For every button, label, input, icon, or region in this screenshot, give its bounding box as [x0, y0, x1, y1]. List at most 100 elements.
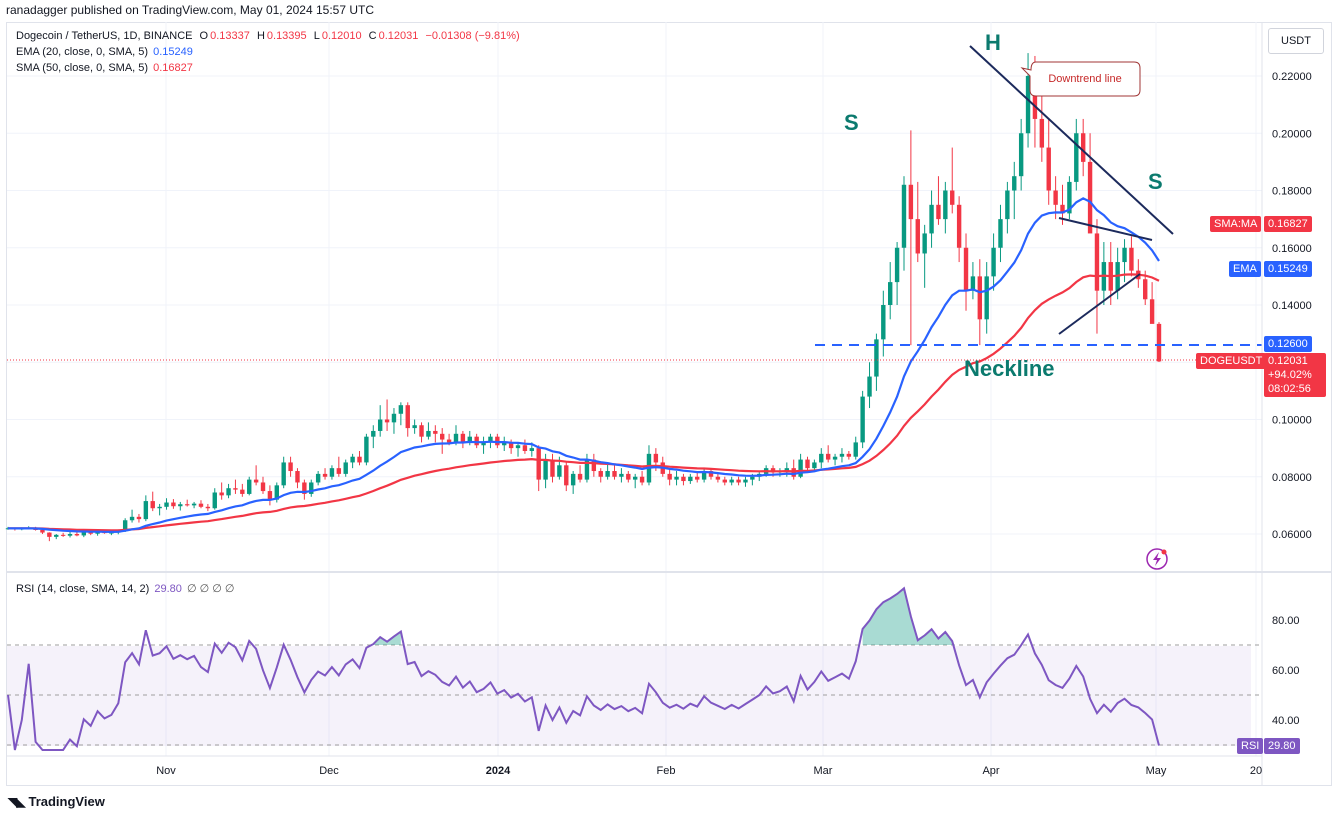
candle	[888, 262, 893, 320]
candle	[901, 176, 907, 271]
candle	[956, 196, 962, 263]
candle	[1101, 242, 1107, 305]
price-tick-label: 0.14000	[1272, 300, 1312, 312]
price-tick-label: 0.20000	[1272, 128, 1312, 140]
candle	[171, 499, 176, 509]
candle	[357, 450, 362, 466]
candle	[1129, 236, 1134, 277]
sma-price-tag: SMA:MA	[1210, 216, 1262, 232]
candle	[343, 459, 348, 477]
candle	[619, 468, 624, 483]
candle	[825, 445, 831, 463]
label-neckline: Neckline	[964, 356, 1055, 381]
price-tick-label: 0.18000	[1272, 186, 1312, 198]
candle	[536, 445, 541, 492]
change-percent: +94.02%	[1268, 369, 1312, 381]
candle	[1046, 118, 1051, 205]
tradingview-logo[interactable]: ◥◣ TradingView	[8, 794, 105, 809]
candle	[253, 465, 259, 486]
candle	[164, 498, 169, 510]
candle	[226, 483, 231, 499]
candle	[722, 476, 727, 486]
time-tick-label: Feb	[657, 765, 676, 777]
currency-button[interactable]: USDT	[1268, 28, 1324, 54]
candle	[1005, 181, 1010, 234]
time-tick-label: Dec	[319, 765, 339, 777]
candle	[191, 501, 197, 509]
candle	[998, 204, 1003, 263]
candle	[315, 471, 321, 486]
candle	[743, 476, 748, 487]
candle	[350, 453, 355, 469]
legend-ema-value: 0.15249	[153, 46, 193, 58]
candle	[260, 476, 266, 494]
candle	[233, 479, 238, 494]
candle	[1087, 133, 1093, 234]
candle	[667, 468, 672, 486]
candle	[860, 390, 865, 449]
sma-50-line	[8, 273, 1160, 532]
lightning-icon[interactable]	[1146, 548, 1168, 570]
candle	[612, 465, 617, 480]
legend-ema[interactable]: EMA (20, close, 0, SMA, 5) 0.15249	[16, 46, 193, 58]
legend-sma[interactable]: SMA (50, close, 0, SMA, 5) 0.16827	[16, 62, 193, 74]
rsi-price-tag: RSI	[1237, 738, 1264, 754]
candle	[715, 473, 721, 483]
candle	[867, 362, 872, 409]
sma-tag-text: SMA:MA	[1214, 218, 1258, 230]
time-tick-label: 20	[1250, 765, 1262, 777]
legend-rsi-extra: ∅ ∅ ∅ ∅	[186, 583, 235, 595]
candle	[991, 233, 996, 291]
label-right-shoulder: S	[1148, 169, 1163, 194]
candle	[1067, 176, 1072, 220]
symbol-price-tag: DOGEUSDT	[1196, 353, 1267, 369]
candle	[219, 482, 224, 500]
candle	[798, 453, 803, 479]
downtrend-line	[969, 45, 1174, 235]
rsi-axis[interactable]: 80.00 60.00 40.00	[1272, 615, 1300, 727]
neckline-price-value: 0.12600	[1264, 336, 1312, 352]
candle	[377, 405, 383, 437]
candle	[212, 488, 217, 510]
last-price-box: 0.12031 +94.02% 08:02:56	[1264, 353, 1326, 397]
candle	[915, 181, 920, 263]
candle	[150, 491, 155, 512]
legend-high: 0.13395	[266, 30, 307, 42]
candle	[198, 500, 204, 509]
legend-rsi[interactable]: RSI (14, close, SMA, 14, 2) 29.80 ∅ ∅ ∅ …	[16, 582, 234, 595]
label-left-shoulder: S	[844, 110, 859, 135]
pennant-lower-line	[1058, 273, 1141, 335]
label-head: H	[985, 30, 1001, 55]
candle	[632, 473, 638, 489]
legend-close: 0.12031	[378, 30, 419, 42]
candle	[405, 402, 410, 437]
publisher-line: ranadagger published on TradingView.com,…	[6, 3, 375, 17]
time-axis[interactable]: Nov Dec 2024 Feb Mar Apr May 20	[156, 765, 1262, 777]
price-tick-label: 0.06000	[1272, 529, 1312, 541]
candle	[639, 471, 645, 486]
svg-text:Downtrend line: Downtrend line	[1048, 73, 1121, 85]
candle	[384, 399, 390, 431]
candle	[584, 453, 590, 483]
candle	[288, 456, 293, 477]
candle	[129, 509, 135, 523]
candle	[736, 476, 741, 486]
candle	[819, 448, 824, 469]
candle	[1080, 118, 1086, 177]
candle	[963, 233, 969, 311]
time-tick-label: May	[1146, 765, 1167, 777]
price-axis[interactable]: 0.220000.200000.180000.160000.140000.120…	[1272, 71, 1312, 541]
candle	[729, 476, 734, 486]
candle	[1074, 118, 1079, 191]
bar-countdown: 08:02:56	[1268, 383, 1311, 395]
candle	[846, 450, 852, 460]
grid-lines	[7, 22, 1262, 756]
legend-main[interactable]: Dogecoin / TetherUS, 1D, BINANCE O 0.1333…	[16, 30, 520, 42]
tradingview-icon: ◥◣	[8, 794, 25, 809]
candle	[943, 181, 948, 234]
candle	[47, 532, 52, 542]
legend-h-label: H	[256, 30, 265, 42]
candle	[364, 433, 369, 466]
rsi-tick-label: 80.00	[1272, 615, 1300, 627]
